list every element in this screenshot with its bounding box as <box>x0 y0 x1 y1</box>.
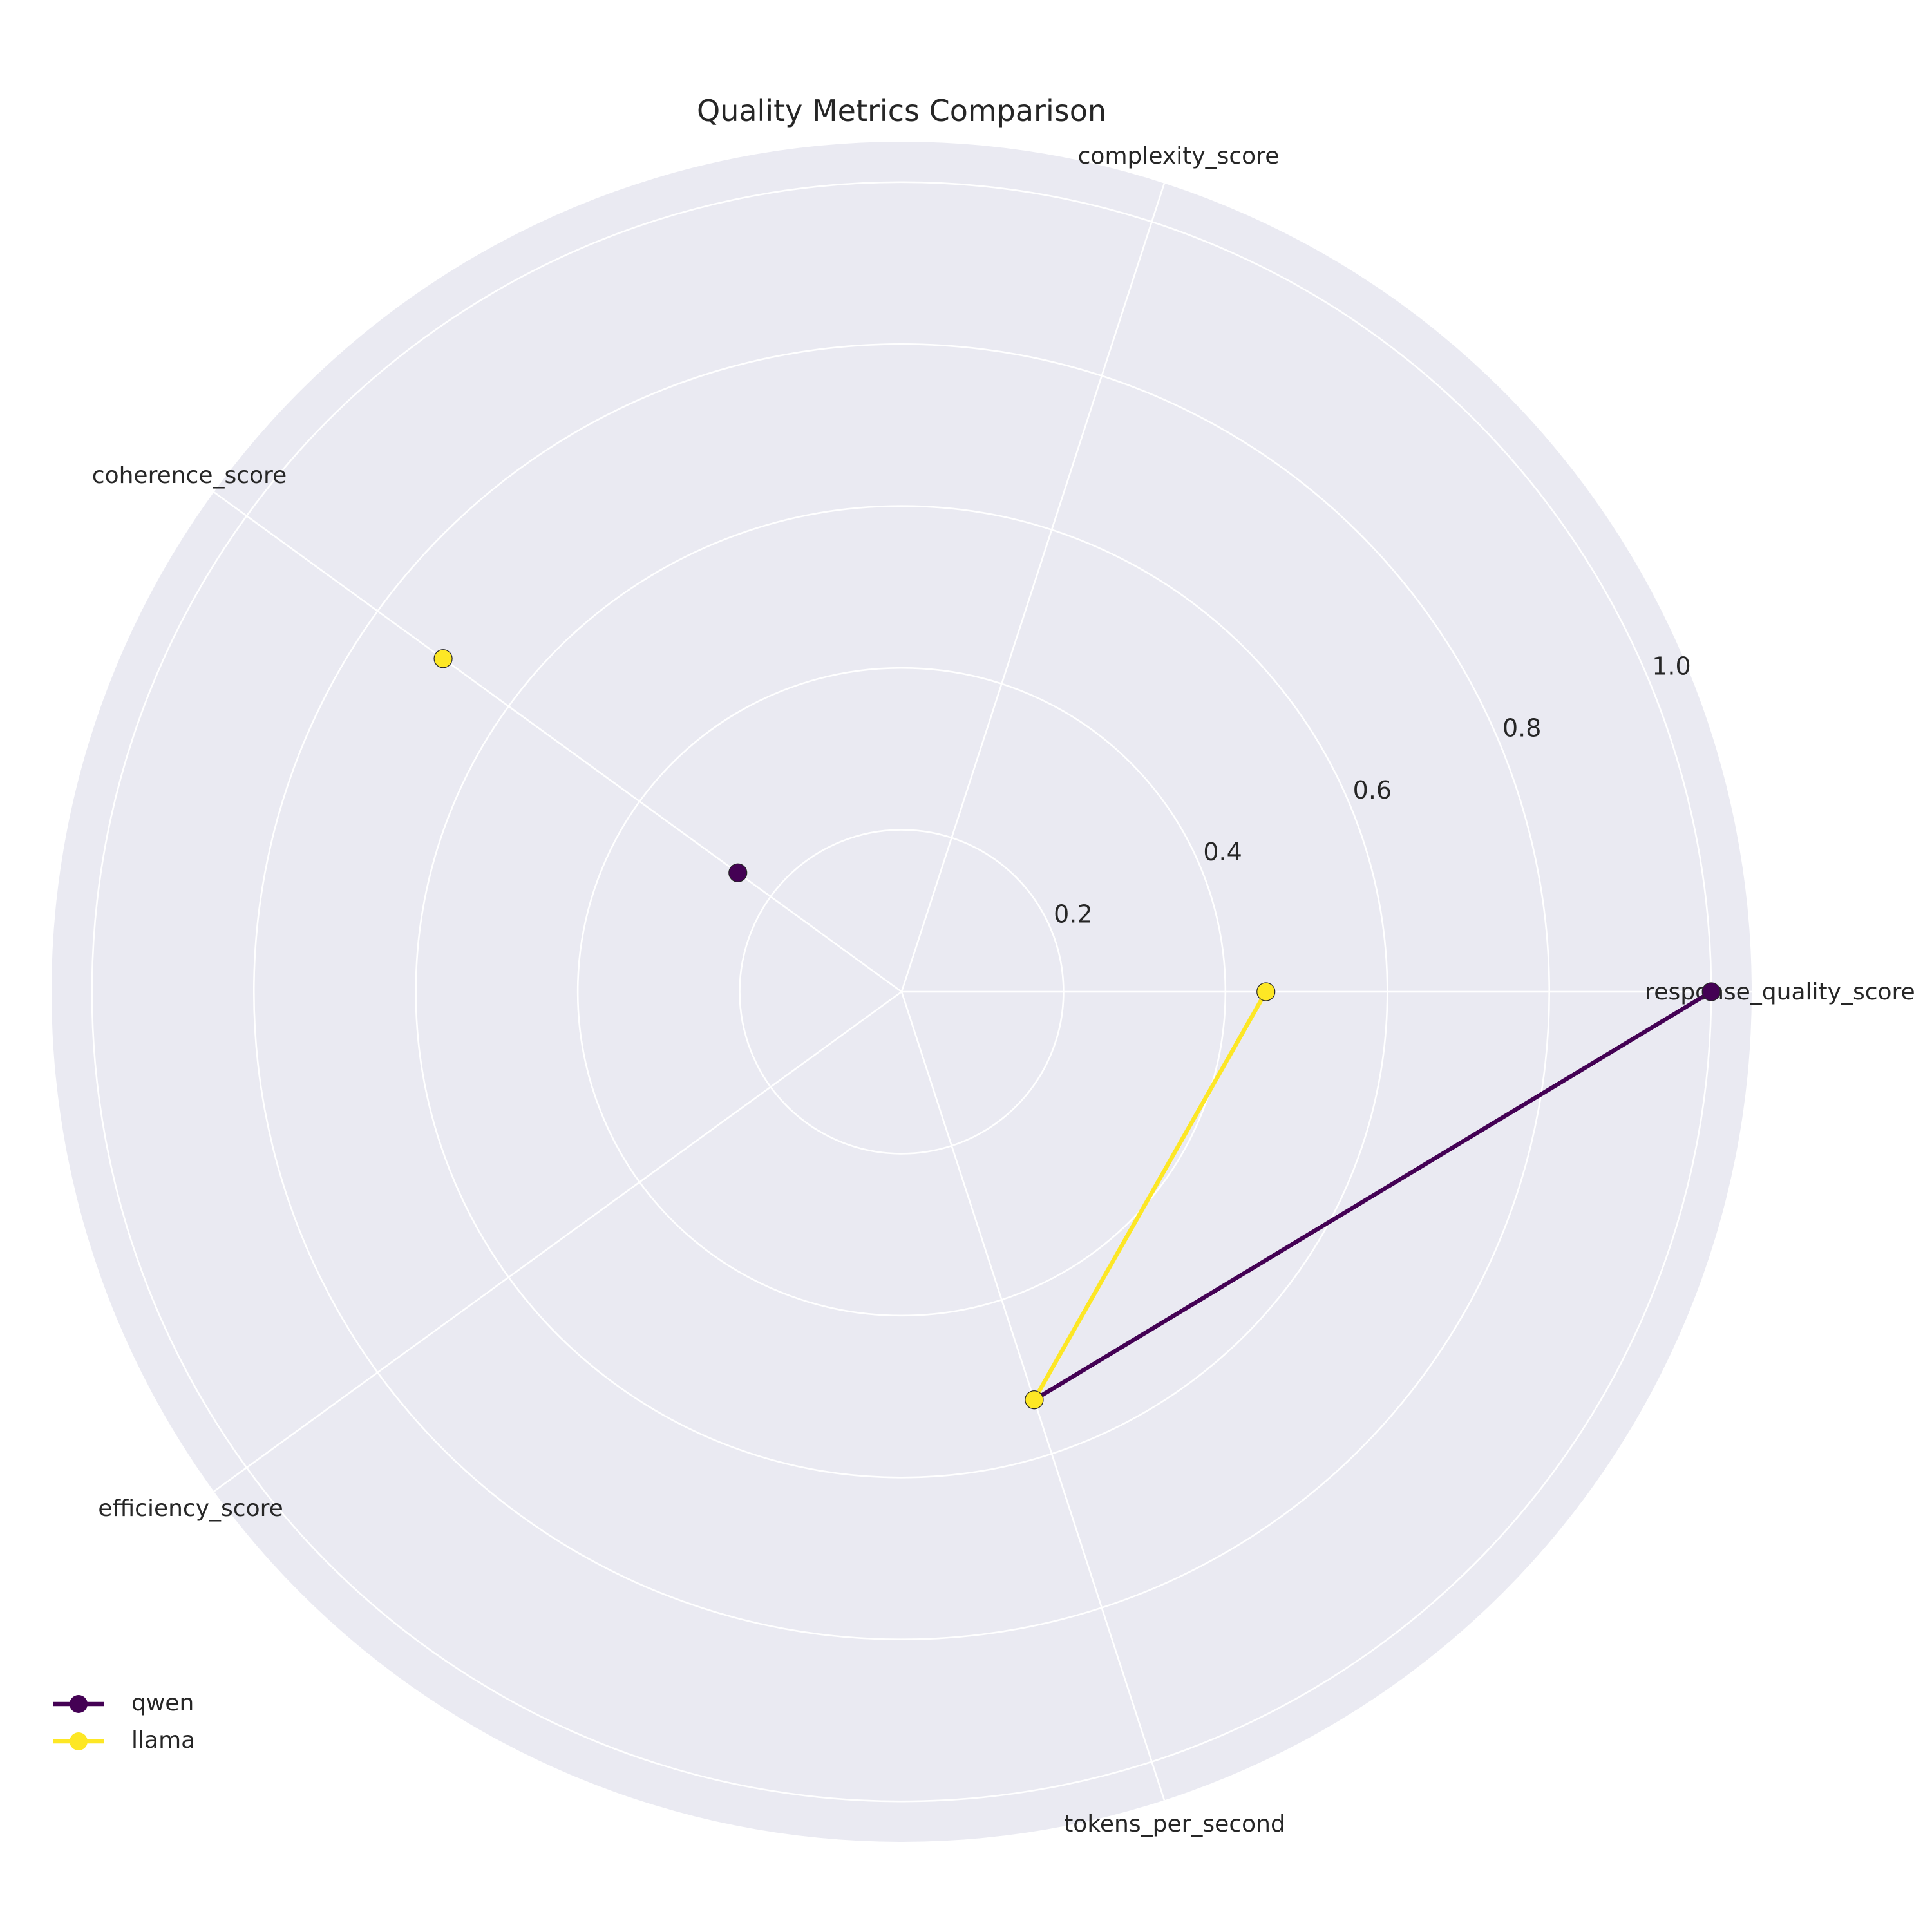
series-llama <box>433 649 1276 1410</box>
category-labels: response_quality_score complexity_scoreco… <box>92 143 1915 1837</box>
legend-label: qwen <box>131 1690 194 1716</box>
grid-spoke <box>213 990 902 1492</box>
data-point-llama-tokens-per-second <box>1025 1390 1044 1410</box>
legend-item-llama: llama <box>53 1727 195 1754</box>
legend-marker <box>70 1732 88 1750</box>
chart-title: Quality Metrics Comparison <box>697 93 1106 128</box>
series-line-segment <box>1032 989 1268 1402</box>
category-label-coherence-score: coherence_score <box>92 462 287 489</box>
radial-tick-label: 0.6 <box>1353 776 1392 804</box>
radial-tick-label: 0.2 <box>1054 900 1092 928</box>
radial-tick-label: 0.4 <box>1203 838 1242 866</box>
category-label-tokens-per-second: tokens_per_second <box>1064 1811 1285 1837</box>
series-layer <box>433 649 1721 1410</box>
data-point-qwen-coherence-score <box>728 863 748 882</box>
radial-tick-label: 1.0 <box>1652 652 1690 680</box>
legend-marker <box>70 1695 88 1713</box>
legend: qwen llama <box>53 1690 195 1754</box>
radial-tick-labels: 0.2 0.4 0.6 0.8 1.0 <box>1054 652 1691 928</box>
category-label-efficiency-score: efficiency_score <box>98 1495 283 1522</box>
data-point-qwen-response-quality-score <box>1701 982 1721 1001</box>
category-label-response-quality-score: response_quality_score <box>1645 979 1915 1005</box>
radial-tick-label: 0.8 <box>1502 714 1541 743</box>
legend-label: llama <box>131 1727 195 1754</box>
data-point-llama-response-quality-score <box>1256 982 1276 1001</box>
data-point-llama-coherence-score <box>433 649 453 668</box>
category-label-complexity-score: complexity_score <box>1078 143 1280 169</box>
series-line-segment <box>1032 989 1714 1402</box>
legend-item-qwen: qwen <box>53 1690 194 1716</box>
grid-spoke <box>213 491 902 993</box>
grid-spoke <box>900 183 1166 992</box>
